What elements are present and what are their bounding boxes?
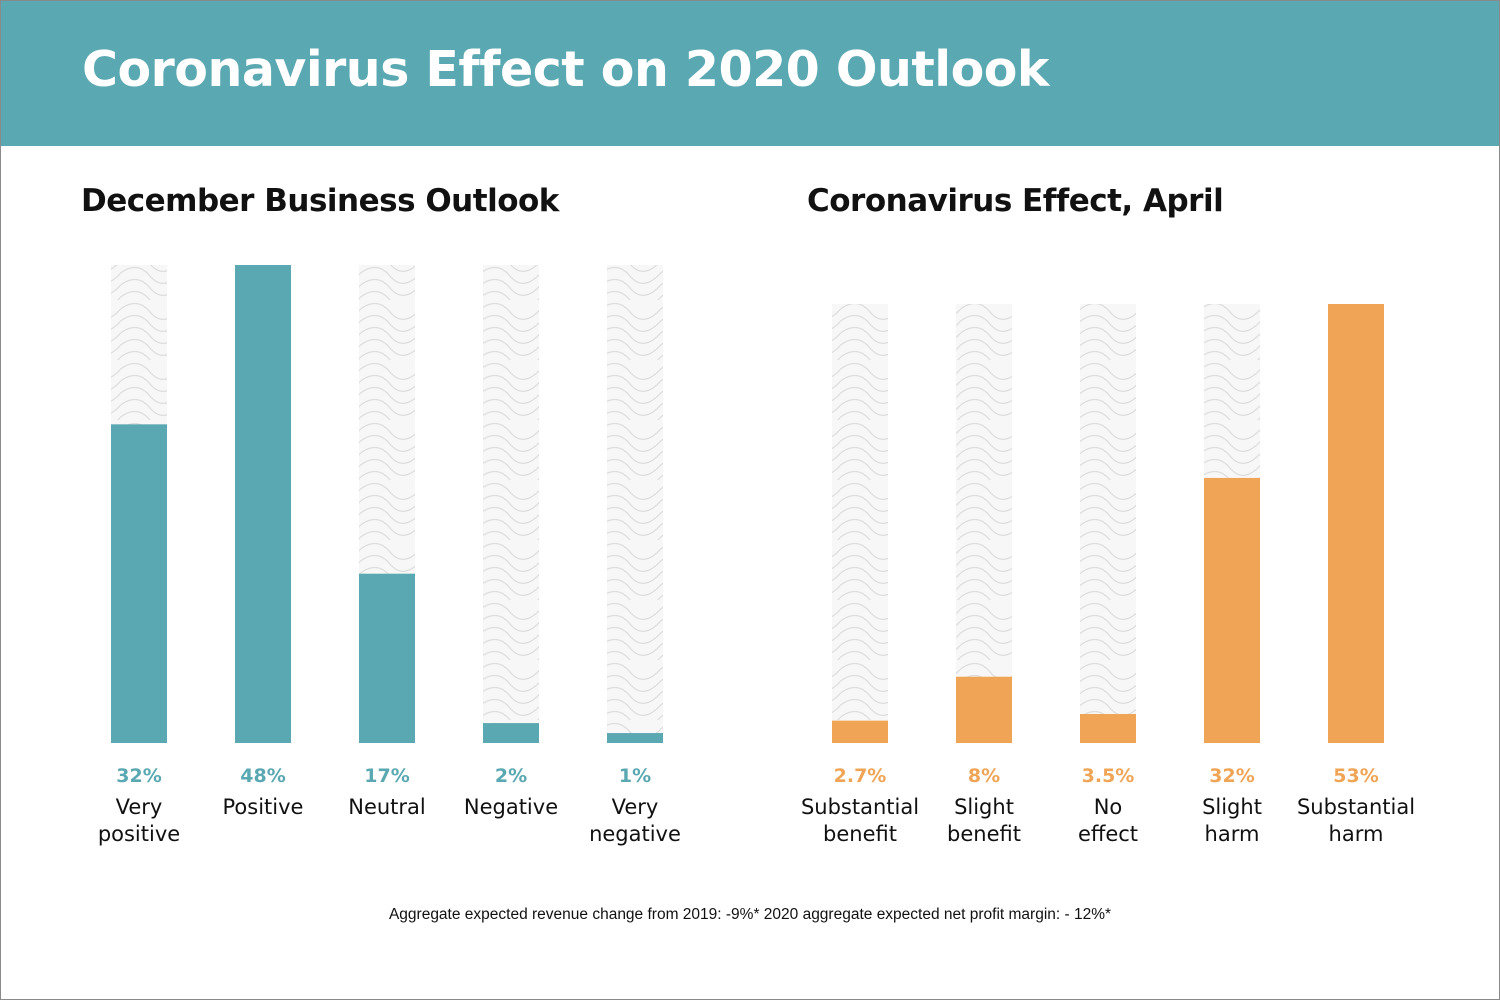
bar-coronavirus-2: [1080, 714, 1136, 743]
bar-december-4: [607, 733, 663, 743]
category-label-coronavirus-1: Slight benefit: [947, 795, 1021, 846]
header-banner: Coronavirus Effect on 2020 Outlook: [1, 1, 1499, 146]
bar-coronavirus-3: [1204, 477, 1260, 743]
value-label-coronavirus-1: 8%: [968, 765, 1000, 787]
bar-coronavirus-1: [956, 676, 1012, 743]
chart-coronavirus-effect: 2.7% Substantial benefit 8% Slight benefit 3.5…: [801, 304, 1415, 846]
bar-december-1: [235, 265, 291, 743]
value-label-december-2: 17%: [364, 765, 409, 787]
bar-track-december-4: [607, 265, 663, 743]
category-label-coronavirus-2: No effect: [1078, 795, 1138, 846]
value-label-december-1: 48%: [240, 765, 285, 787]
category-label-december-2: Neutral: [348, 795, 426, 819]
chart-title-coronavirus-effect: Coronavirus Effect, April: [807, 183, 1224, 219]
category-label-december-4: Very negative: [589, 795, 681, 846]
category-label-coronavirus-0: Substantial benefit: [801, 795, 919, 846]
bar-track-coronavirus-1: [956, 304, 1012, 743]
value-label-coronavirus-0: 2.7%: [834, 765, 887, 787]
category-label-december-0: Very positive: [98, 795, 180, 846]
category-label-coronavirus-3: Slight harm: [1202, 795, 1262, 846]
value-label-december-3: 2%: [495, 765, 527, 787]
value-label-coronavirus-2: 3.5%: [1082, 765, 1135, 787]
bar-coronavirus-0: [832, 720, 888, 743]
value-label-coronavirus-3: 32%: [1209, 765, 1254, 787]
bar-december-0: [111, 424, 167, 743]
value-label-december-0: 32%: [116, 765, 161, 787]
value-label-december-4: 1%: [619, 765, 651, 787]
value-label-coronavirus-4: 53%: [1333, 765, 1378, 787]
bar-track-coronavirus-0: [832, 304, 888, 743]
bar-coronavirus-4: [1328, 304, 1384, 743]
category-label-coronavirus-4: Substantial harm: [1297, 795, 1415, 846]
bar-track-december-3: [483, 265, 539, 743]
footnote: Aggregate expected revenue change from 2…: [388, 906, 1112, 923]
bar-december-2: [359, 573, 415, 743]
bar-track-coronavirus-2: [1080, 304, 1136, 743]
chart-december-outlook: 32% Very positive 48% Positive 17% Neutral 2% Ne…: [98, 265, 681, 846]
chart-title-december-outlook: December Business Outlook: [81, 183, 559, 219]
category-label-december-3: Negative: [464, 795, 558, 819]
page-title: Coronavirus Effect on 2020 Outlook: [82, 41, 1050, 98]
category-label-december-1: Positive: [223, 795, 304, 819]
bar-december-3: [483, 723, 539, 743]
